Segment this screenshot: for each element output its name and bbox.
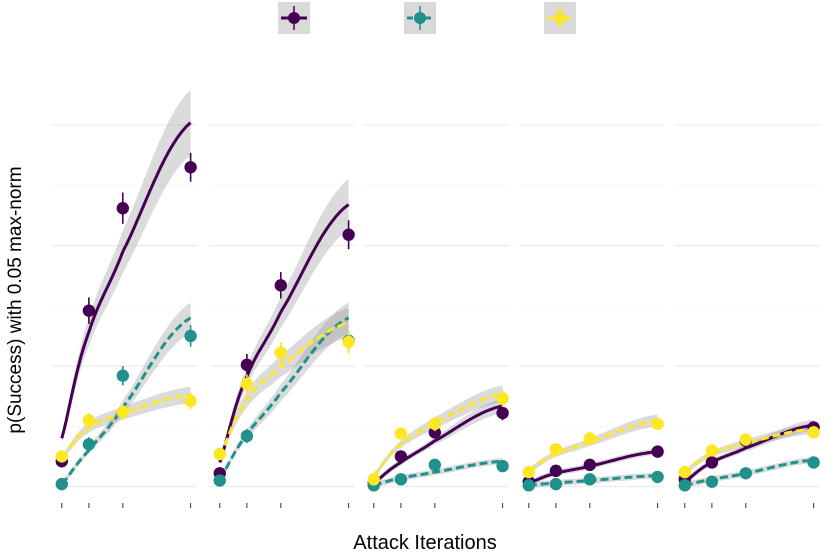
data-point-untargeted xyxy=(428,417,442,431)
fit-line-vanishing xyxy=(218,203,350,463)
data-point-vanishing xyxy=(705,456,719,469)
confidence-band-untargeted xyxy=(528,414,658,474)
data-point-mislabeling xyxy=(394,473,408,486)
data-point-vanishing xyxy=(184,161,197,174)
data-point-vanishing xyxy=(274,279,288,292)
legend-entry-untargeted xyxy=(544,2,576,34)
data-point-untargeted xyxy=(496,392,509,405)
data-point-untargeted xyxy=(583,432,597,445)
data-point-untargeted xyxy=(522,465,535,479)
legend xyxy=(278,2,576,34)
fit-line-vanishing xyxy=(372,404,503,485)
data-point-mislabeling xyxy=(678,479,691,492)
confidence-band-vanishing xyxy=(684,419,814,485)
fit-line-untargeted xyxy=(528,418,658,473)
data-point-vanishing xyxy=(342,228,355,241)
data-point-mislabeling xyxy=(651,470,664,484)
data-point-untargeted xyxy=(678,465,691,479)
data-point-untargeted xyxy=(184,394,197,408)
data-point-untargeted xyxy=(342,335,355,349)
data-point-untargeted xyxy=(651,417,664,431)
data-point-vanishing xyxy=(394,450,408,463)
data-point-untargeted xyxy=(213,447,226,461)
legend-key-point xyxy=(554,12,566,24)
data-point-mislabeling xyxy=(496,459,509,473)
data-point-mislabeling xyxy=(705,475,719,488)
data-point-mislabeling xyxy=(583,473,597,486)
data-point-vanishing xyxy=(651,445,664,458)
data-point-vanishing xyxy=(496,406,509,420)
data-point-untargeted xyxy=(705,444,719,457)
data-point-mislabeling xyxy=(739,467,753,480)
legend-key-point xyxy=(414,12,426,24)
data-point-vanishing xyxy=(549,464,563,478)
confidence-band-untargeted xyxy=(684,423,814,476)
data-point-mislabeling xyxy=(116,369,130,382)
y-axis-label: p(Success) with 0.05 max-norm xyxy=(5,166,26,433)
data-point-mislabeling xyxy=(807,456,820,469)
confidence-band-untargeted xyxy=(219,307,349,460)
data-point-mislabeling xyxy=(240,429,254,443)
data-point-untargeted xyxy=(82,414,96,427)
data-point-untargeted xyxy=(549,442,563,456)
data-point-mislabeling xyxy=(55,477,68,491)
data-point-vanishing xyxy=(82,304,96,317)
legend-entry-vanishing xyxy=(278,2,310,34)
fit-line-mislabeling xyxy=(373,459,503,487)
confidence-band-vanishing xyxy=(219,179,349,466)
data-point-untargeted xyxy=(240,377,254,391)
fit-line-vanishing xyxy=(60,121,192,439)
data-point-vanishing xyxy=(240,358,254,372)
fit-line-mislabeling xyxy=(218,316,350,481)
data-point-mislabeling xyxy=(522,479,535,492)
fit-line-untargeted xyxy=(218,321,350,458)
legend-entry-mislabeling xyxy=(404,2,436,34)
legend-key-point xyxy=(288,12,300,24)
data-point-untargeted xyxy=(274,346,288,360)
fit-line-untargeted xyxy=(60,393,191,459)
data-point-mislabeling xyxy=(82,438,96,451)
panel-ssd xyxy=(210,124,355,508)
confidence-band-untargeted xyxy=(373,385,503,479)
data-point-mislabeling xyxy=(549,477,563,491)
data-point-vanishing xyxy=(583,458,597,472)
data-point-untargeted xyxy=(367,473,380,486)
data-point-mislabeling xyxy=(213,474,226,487)
data-point-untargeted xyxy=(739,433,753,446)
fit-line-untargeted xyxy=(683,427,814,474)
data-point-untargeted xyxy=(807,426,820,439)
data-point-untargeted xyxy=(55,450,68,463)
panel-cascade-r-cnn xyxy=(675,124,820,508)
chart-panels xyxy=(52,89,820,508)
fit-line-vanishing xyxy=(683,423,814,483)
panel-retinanet xyxy=(364,124,509,508)
data-point-untargeted xyxy=(394,427,408,440)
confidence-band-untargeted xyxy=(61,386,191,461)
data-point-vanishing xyxy=(116,202,130,215)
confidence-band-vanishing xyxy=(61,89,191,443)
data-point-mislabeling xyxy=(184,329,197,343)
x-axis-label: Attack Iterations xyxy=(353,532,496,553)
panel-yolov3 xyxy=(52,89,197,508)
data-point-untargeted xyxy=(116,405,130,419)
panel-faster-r-cnn xyxy=(519,124,664,508)
data-point-mislabeling xyxy=(428,458,442,472)
fit-line-mislabeling xyxy=(60,316,192,486)
